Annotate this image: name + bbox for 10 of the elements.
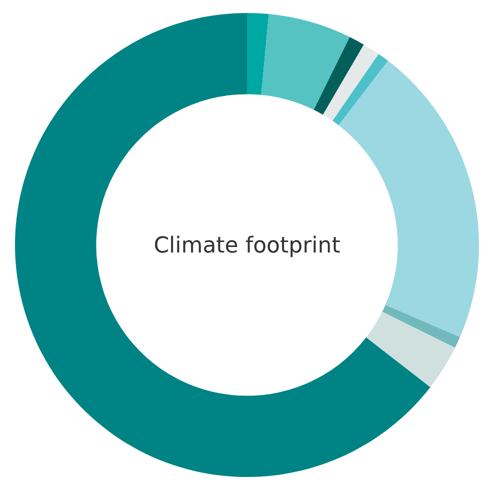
donut-slice <box>322 44 379 121</box>
donut-slice <box>15 13 430 477</box>
text: Climate footprint <box>154 234 341 259</box>
donut-slice <box>261 14 350 110</box>
donut-slice <box>382 304 460 348</box>
donut-slice <box>247 13 269 95</box>
donut-slice <box>338 60 479 338</box>
donut-slice <box>314 36 364 115</box>
donut-slice <box>366 312 456 388</box>
donut-slice <box>332 54 388 126</box>
